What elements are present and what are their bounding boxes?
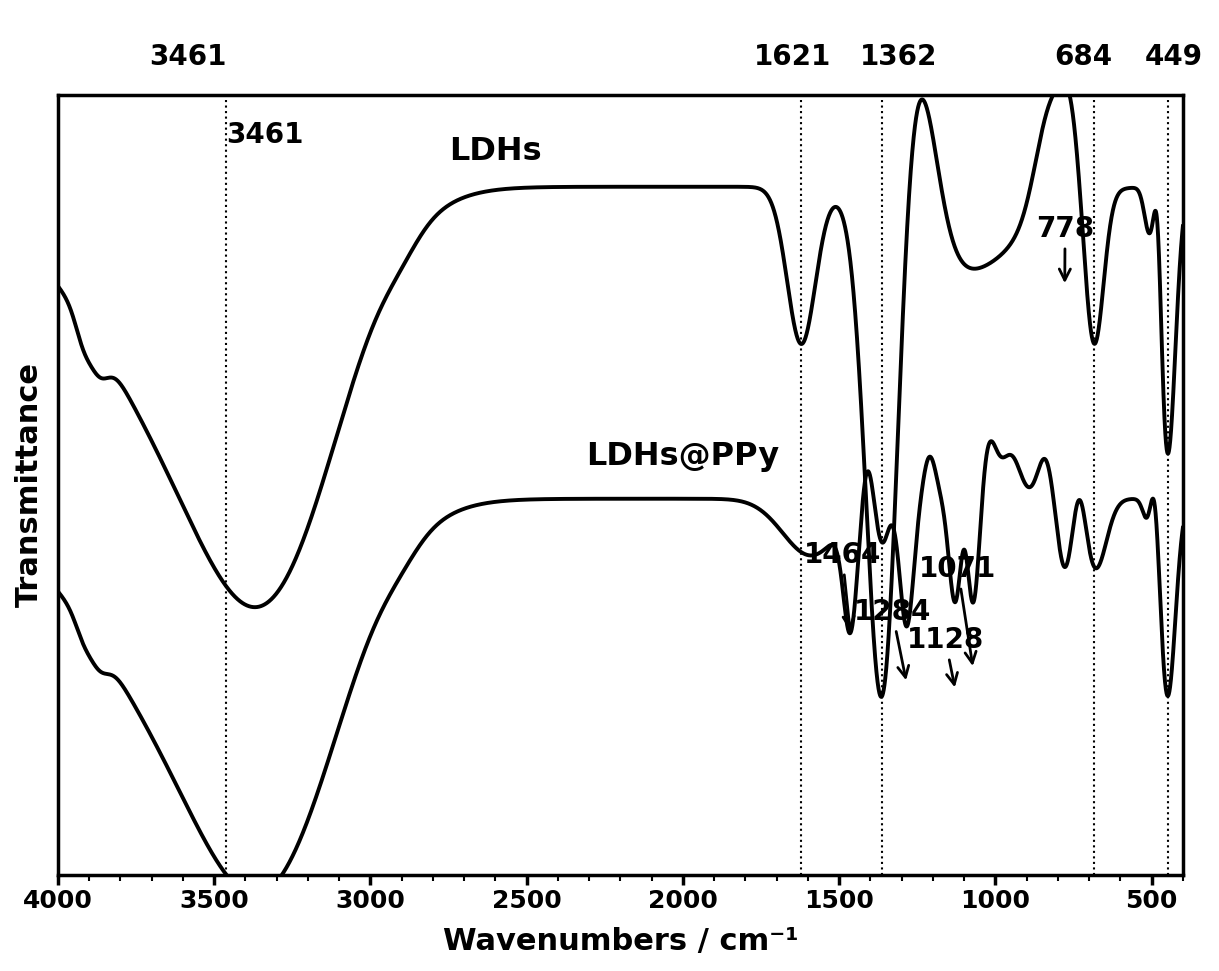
X-axis label: Wavenumbers / cm⁻¹: Wavenumbers / cm⁻¹ — [442, 927, 798, 956]
Text: 3461: 3461 — [149, 43, 227, 71]
Text: 1362: 1362 — [859, 43, 937, 71]
Text: 1284: 1284 — [853, 598, 931, 678]
Text: LDHs@PPy: LDHs@PPy — [586, 441, 779, 472]
Text: LDHs: LDHs — [449, 136, 541, 167]
Text: 684: 684 — [1053, 43, 1112, 71]
Text: 1621: 1621 — [753, 43, 831, 71]
Text: 3461: 3461 — [227, 121, 304, 150]
Text: 1464: 1464 — [803, 541, 881, 627]
Text: 1128: 1128 — [907, 626, 984, 685]
Text: 449: 449 — [1145, 43, 1202, 71]
Text: 1071: 1071 — [919, 555, 996, 663]
Text: 778: 778 — [1036, 216, 1095, 280]
Y-axis label: Transmittance: Transmittance — [15, 362, 44, 607]
